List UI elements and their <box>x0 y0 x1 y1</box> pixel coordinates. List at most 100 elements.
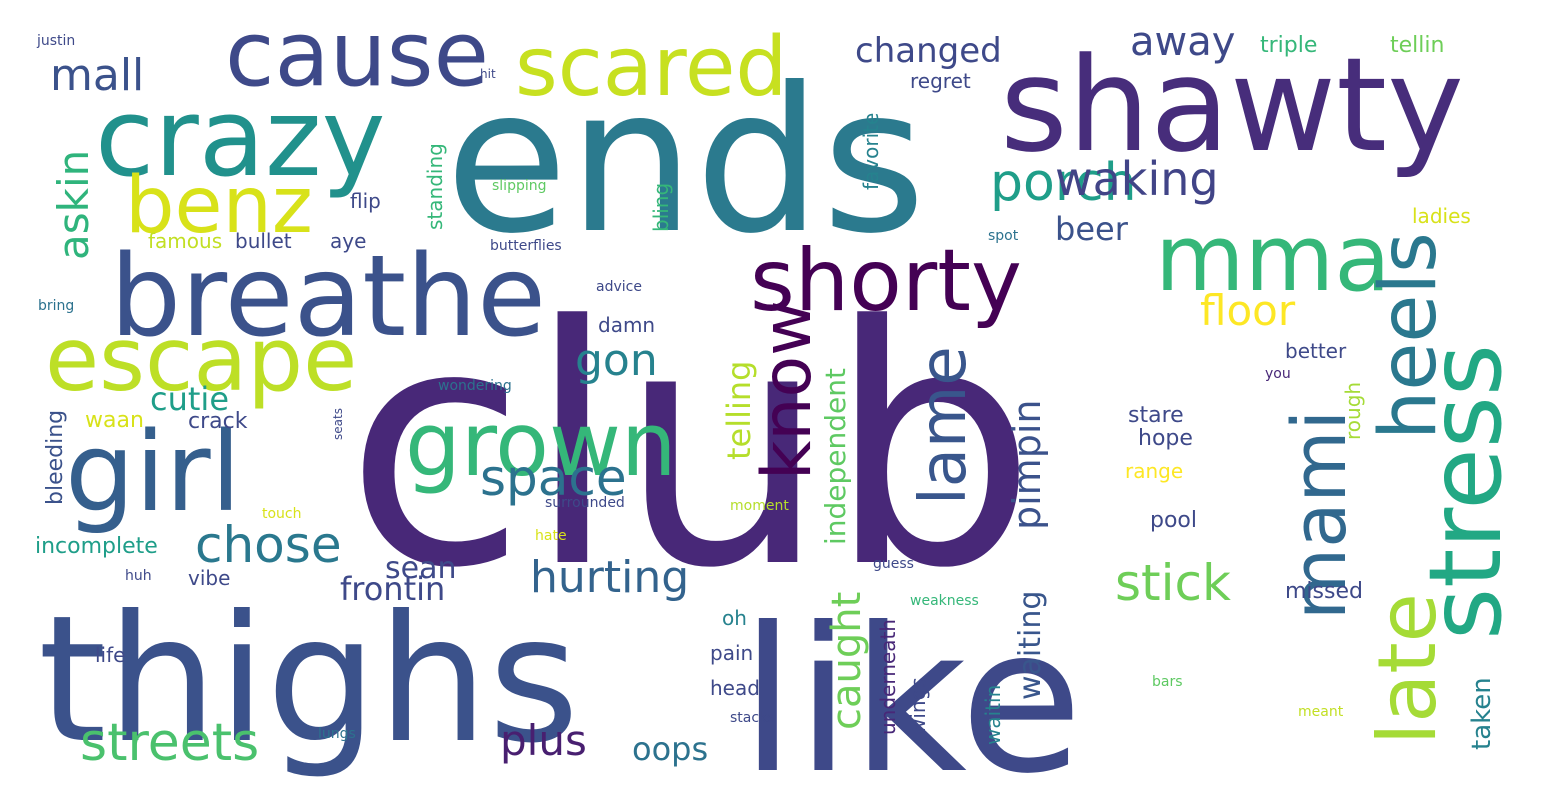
word-spot: spot <box>988 228 1019 244</box>
word-scared: scared <box>515 20 787 115</box>
word-stacks: stacks <box>730 710 774 726</box>
word-beer: beer <box>1055 210 1129 248</box>
word-space: space <box>480 449 627 507</box>
word-standing: standing <box>423 143 447 230</box>
word-damn: damn <box>598 313 655 337</box>
word-butterflies: butterflies <box>490 238 562 254</box>
word-heels: heels <box>1364 232 1454 440</box>
word-surrounded: surrounded <box>545 495 625 511</box>
word-tellin: tellin <box>1390 33 1444 58</box>
word-pain: pain <box>710 641 753 665</box>
word-flip: flip <box>350 189 381 213</box>
word-grown: grown <box>405 393 677 496</box>
word-telling: telling <box>720 361 758 461</box>
word-streets: streets <box>80 713 259 773</box>
word-escape: escape <box>45 308 357 411</box>
word-regret: regret <box>910 69 971 93</box>
word-hit: hit <box>480 67 496 81</box>
word-head: head <box>710 676 760 700</box>
word-waiting: waiting <box>1013 591 1048 700</box>
word-wings: wings <box>906 677 930 735</box>
word-stress: stress <box>1407 344 1524 640</box>
word-better: better <box>1285 339 1347 363</box>
word-hope: hope <box>1138 426 1193 451</box>
word-sean: sean <box>385 551 456 586</box>
word-crazy: crazy <box>95 76 386 201</box>
word-away: away <box>1130 19 1235 65</box>
word-rough: rough <box>1341 382 1365 440</box>
word-gon: gon <box>575 335 658 386</box>
word-touch: touch <box>262 506 302 522</box>
word-aye: aye <box>330 229 366 253</box>
word-lungs: lungs <box>318 726 356 742</box>
word-bling: bling <box>649 183 673 232</box>
word-hate: hate <box>535 528 567 544</box>
word-huh: huh <box>125 568 152 584</box>
word-you: you <box>1265 366 1291 382</box>
word-mami: mami <box>1277 410 1363 620</box>
word-oops: oops <box>632 730 708 768</box>
word-changed: changed <box>855 31 1002 71</box>
word-moment: moment <box>730 498 789 514</box>
word-late: late <box>1361 593 1454 745</box>
word-caught: caught <box>824 592 870 730</box>
word-meant: meant <box>1298 704 1344 720</box>
word-oh: oh <box>722 606 747 630</box>
word-like: like <box>740 585 1083 804</box>
word-incomplete: incomplete <box>35 534 158 559</box>
word-independent: independent <box>819 368 852 545</box>
word-ends: ends <box>445 45 926 278</box>
word-breathe: breathe <box>110 232 546 362</box>
word-bring: bring <box>38 298 74 314</box>
word-weakness: weakness <box>910 593 979 609</box>
word-seats: seats <box>331 408 345 440</box>
word-pool: pool <box>1150 508 1197 533</box>
word-missed: missed <box>1285 579 1363 604</box>
word-shawty: shawty <box>1000 29 1464 181</box>
word-justin: justin <box>36 33 75 49</box>
word-mma: mma <box>1155 205 1391 312</box>
word-frontin: frontin <box>340 570 445 608</box>
word-bullet: bullet <box>235 229 292 253</box>
word-underneath: underneath <box>876 619 900 735</box>
word-girl: girl <box>65 408 241 536</box>
word-range: range <box>1125 459 1183 483</box>
word-lame: lame <box>907 346 981 505</box>
word-hurting: hurting <box>530 552 689 603</box>
word-ladies: ladies <box>1412 204 1471 228</box>
word-plus: plus <box>500 716 587 765</box>
word-crack: crack <box>188 409 248 434</box>
word-cutie: cutie <box>150 380 229 418</box>
word-waking: waking <box>1055 152 1219 206</box>
word-cause: cause <box>225 2 489 107</box>
word-wondering: wondering <box>438 378 512 394</box>
word-know: know <box>748 300 827 480</box>
word-bleeding: bleeding <box>43 410 68 505</box>
word-bars: bars <box>1152 674 1183 690</box>
word-waan: waan <box>85 408 144 433</box>
word-shorty: shorty <box>750 231 1022 331</box>
word-mall: mall <box>50 50 144 101</box>
word-club: club <box>345 256 1037 640</box>
word-pimpin: pimpin <box>1005 400 1049 530</box>
word-triple: triple <box>1260 33 1317 58</box>
word-slipping: slipping <box>492 178 547 194</box>
word-chose: chose <box>195 516 342 574</box>
word-benz: benz <box>125 161 313 251</box>
word-waitin: waitin <box>981 685 1005 745</box>
word-famous: famous <box>148 229 222 253</box>
word-guess: guess <box>873 556 914 572</box>
word-stick: stick <box>1115 554 1231 612</box>
word-advice: advice <box>596 279 642 295</box>
word-life: life <box>95 643 125 667</box>
word-floor: floor <box>1200 286 1296 335</box>
word-askin: askin <box>49 150 98 260</box>
word-thighs: thighs <box>38 579 579 782</box>
word-porch: porch <box>990 153 1137 213</box>
word-vibe: vibe <box>188 566 230 590</box>
word-stare: stare <box>1128 403 1184 428</box>
word-taken: taken <box>1467 677 1497 750</box>
